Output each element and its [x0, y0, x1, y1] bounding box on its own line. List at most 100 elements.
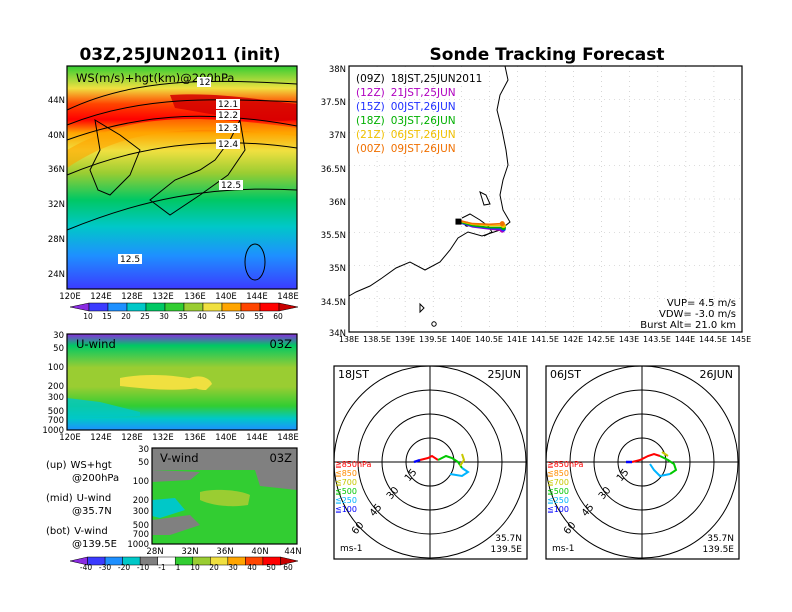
- v-cbar-value: -10: [137, 563, 149, 572]
- hodo-time: 06JST: [550, 368, 581, 381]
- ws-contour-5: [66, 188, 298, 231]
- v-panel: V-wind 03Z 30 50 100 200 300 500 700 100…: [69, 445, 302, 572]
- hodo-level: ≦700: [335, 478, 357, 487]
- v-cbar-value: 10: [190, 563, 200, 572]
- legend-z: (21Z): [356, 129, 385, 141]
- hodo-level: ≦250: [335, 496, 357, 505]
- v-cbar-value: -1: [158, 563, 166, 572]
- v-xtick: 28N: [146, 547, 163, 557]
- u-ytick: 100: [48, 363, 64, 373]
- island-small-2: [431, 321, 437, 327]
- map-xtick: 145E: [731, 335, 751, 344]
- right-title: Sonde Tracking Forecast: [430, 45, 665, 65]
- hodo-unit: ms-1: [552, 544, 574, 554]
- u-xtick: 148E: [277, 433, 299, 443]
- colorbar-swatch: [202, 302, 223, 312]
- info-vdw: VDW= -3.0 m/s: [659, 309, 736, 320]
- launch-site-marker: [455, 218, 462, 225]
- legend-jst: 00JST,26JUN: [391, 101, 456, 113]
- hodo-trace-upper: [649, 463, 671, 478]
- ws-contour-6: [244, 243, 266, 281]
- hodo-trace-upper: [449, 467, 470, 478]
- v-cbar-value: -20: [118, 563, 130, 572]
- hodo-level: ≦850: [547, 469, 569, 478]
- ws-panel: WS(m/s)+hgt(km)@200hPa 12 12.1 12.2 12.3…: [48, 65, 299, 321]
- u-y-ticks: 30 50 100 200 300 500 700 1000: [42, 331, 64, 436]
- contour-label: 12.3: [218, 124, 238, 134]
- v-ytick: 200: [133, 496, 149, 506]
- note-bot-line: (bot) V-wind: [46, 526, 108, 537]
- u-frame: [66, 333, 298, 431]
- ws-colorbar-values: 10 15 20 25 30 35 40 45 50 55 60: [83, 312, 283, 321]
- hodo-time: 18JST: [338, 368, 369, 381]
- ws-ytick: 28N: [48, 235, 65, 245]
- ws-contour-1: [66, 80, 298, 111]
- ws-cbar-value: 35: [178, 312, 188, 321]
- ws-xtick: 132E: [152, 292, 174, 302]
- u-ytick: 200: [48, 382, 64, 392]
- ws-frame: [66, 65, 298, 290]
- note-up-sub: @200hPa: [72, 473, 119, 484]
- v-y-ticks: 30 50 100 200 300 500 700 1000: [127, 445, 149, 550]
- ws-contour-labels: 12 12.1 12.2 12.3 12.4 12.5 12.5: [118, 77, 243, 265]
- v-ytick: 100: [133, 477, 149, 487]
- v-ytick: 1000: [127, 540, 149, 550]
- ws-ytick: 36N: [48, 165, 65, 175]
- map-xtick: 144.5E: [699, 335, 727, 344]
- ws-cbar-value: 50: [235, 312, 245, 321]
- ws-cbar-value: 25: [140, 312, 150, 321]
- contour-label: 12.2: [218, 111, 238, 121]
- map-xtick: 142.5E: [587, 335, 615, 344]
- track-map: (09Z) 18JST,25JUN2011 (12Z) 21JST,25JUN (1…: [321, 65, 751, 344]
- legend-jst: 09JST,26JUN: [391, 143, 456, 155]
- hodograph-18jst: 18JST 25JUN 15 30 45 60 ≧850hPa ≦850 ≦70…: [333, 365, 528, 560]
- note-text: WS+hgt: [71, 460, 112, 471]
- colorbar-swatch: [183, 302, 204, 312]
- v-cbar-value: -30: [99, 563, 111, 572]
- ws-xtick: 120E: [59, 292, 81, 302]
- v-positive-region: [200, 489, 250, 507]
- hodo-trace-mid: [437, 454, 463, 469]
- map-ytick: 34.5N: [321, 298, 346, 308]
- map-ytick: 36N: [329, 198, 346, 208]
- legend-jst: 21JST,25JUN: [391, 87, 456, 99]
- ws-jet-band: [67, 119, 297, 168]
- u-xtick: 140E: [215, 433, 237, 443]
- map-xtick: 139E: [395, 335, 415, 344]
- note-text: V-wind: [74, 526, 108, 537]
- v-cbar-value: 30: [228, 563, 238, 572]
- info-vup: VUP= 4.5 m/s: [667, 298, 736, 309]
- v-ytick: 30: [138, 445, 149, 455]
- ws-xtick: 128E: [121, 292, 143, 302]
- v-panel-label: V-wind: [160, 451, 199, 465]
- u-ytick: 50: [53, 344, 64, 354]
- contour-label: 12.5: [221, 181, 241, 191]
- legend-jst: 18JST,25JUN2011: [391, 73, 483, 85]
- v-cbar-value: -40: [80, 563, 92, 572]
- note-key: (mid): [46, 493, 73, 504]
- ws-ytick: 44N: [48, 96, 65, 106]
- colorbar-swatch: [278, 302, 299, 312]
- ws-cbar-value: 10: [83, 312, 93, 321]
- u-max-region: [120, 374, 212, 390]
- u-xtick: 128E: [121, 433, 143, 443]
- map-y-ticks: 38N 37.5N 37N 36.5N 36N 35.5N 35N 34.5N …: [321, 65, 346, 339]
- contour-label: 12: [199, 78, 210, 88]
- note-up-line: (up) WS+hgt: [46, 460, 112, 471]
- hodo-level: ≦500: [335, 487, 357, 496]
- ws-cbar-value: 20: [121, 312, 131, 321]
- v-cbar-value: 50: [266, 563, 276, 572]
- map-xtick: 142E: [563, 335, 583, 344]
- legend-entry: (15Z) 00JST,26JUN: [356, 101, 456, 113]
- hodo-date: 26JUN: [699, 368, 733, 381]
- coastline-bay: [461, 213, 493, 237]
- map-xtick: 140.5E: [475, 335, 503, 344]
- track-endpoint: [499, 221, 505, 227]
- ws-x-ticks: 120E 124E 128E 132E 136E 140E 144E 148E: [59, 292, 299, 302]
- ws-cbar-value: 30: [159, 312, 169, 321]
- map-xtick: 143E: [619, 335, 639, 344]
- u-x-ticks: 120E 124E 128E 132E 136E 140E 144E 148E: [59, 433, 299, 443]
- v-xtick: 36N: [216, 547, 233, 557]
- colorbar-swatch: [145, 302, 166, 312]
- note-bot-sub: @139.5E: [72, 539, 117, 550]
